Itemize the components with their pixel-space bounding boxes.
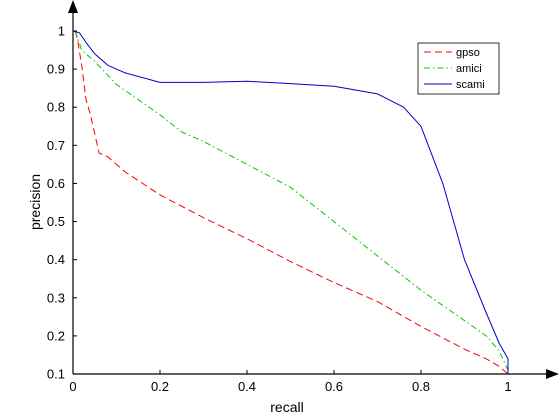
y-tick-label: 0.5 [47,214,65,229]
legend-box [417,42,500,95]
x-tick-label: 0 [69,379,76,394]
y-tick-label: 0.2 [47,328,65,343]
x-axis-arrow-icon [546,369,559,379]
x-tick-label: 0.4 [238,379,256,394]
y-tick-label: 0.6 [47,176,65,191]
series-layer [72,30,509,375]
x-tick-label: 0.2 [151,379,169,394]
y-tick-label: 0.3 [47,290,65,305]
x-axis-title: recall [270,399,303,415]
legend: gpso amici scami [417,42,500,95]
y-tick-label: 0.1 [47,367,65,382]
legend-label-gpso: gpso [456,47,480,59]
y-tick-label: 0.9 [47,62,65,77]
y-axis-title: precision [27,174,43,230]
series-line-scami [72,30,509,374]
series-line-gpso [74,30,509,375]
series-line-amici [74,30,509,371]
y-tick-label: 1 [58,24,65,39]
axes [68,0,559,379]
legend-label-scami: scami [456,79,485,91]
y-axis-arrow-icon [68,0,78,13]
ticks: 0 0.2 0.4 0.6 0.8 1 0.1 0.2 0.3 0.4 0.5 0.6 0.7 0.8 0.… [47,24,512,395]
y-tick-label: 0.4 [47,252,65,267]
x-tick-label: 0.6 [325,379,343,394]
x-tick-label: 0.8 [412,379,430,394]
legend-label-amici: amici [456,63,482,75]
x-tick-label: 1 [504,379,511,394]
y-tick-label: 0.8 [47,100,65,115]
y-tick-label: 0.7 [47,138,65,153]
